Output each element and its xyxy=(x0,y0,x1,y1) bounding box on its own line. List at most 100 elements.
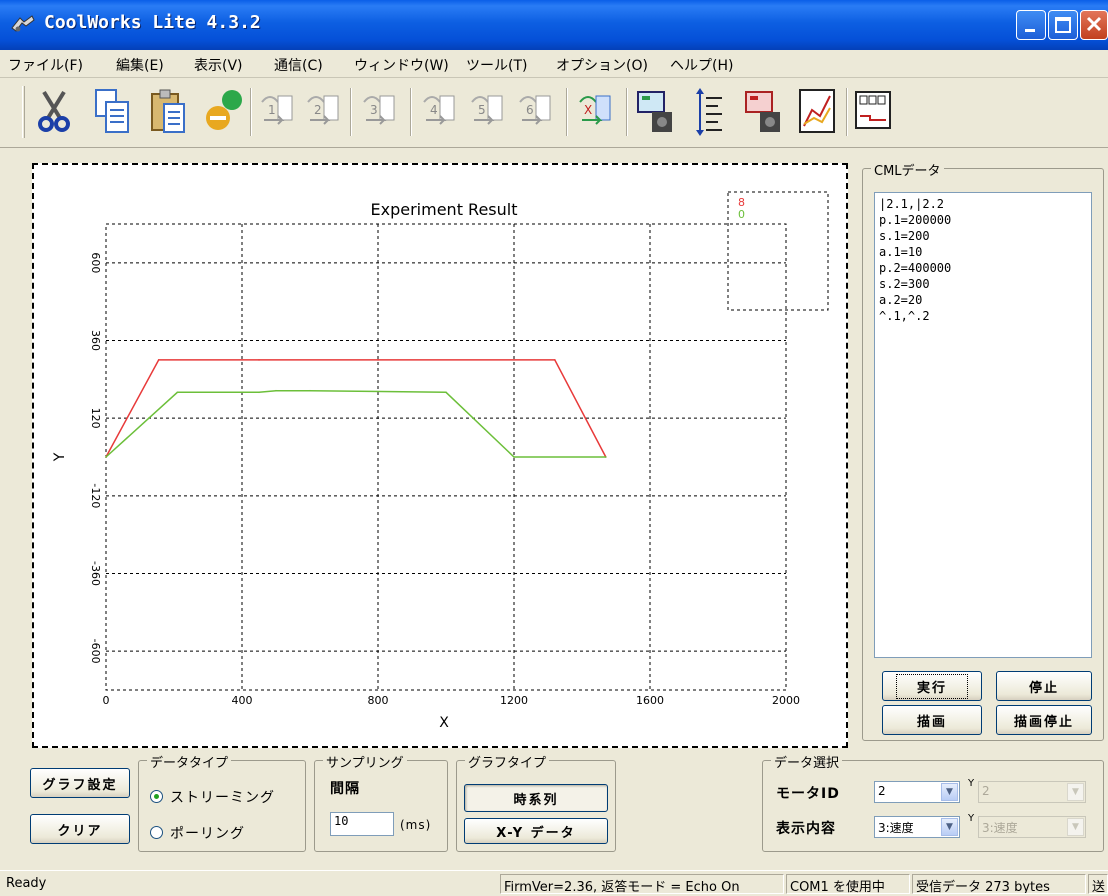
motor-run-icon xyxy=(745,91,780,132)
menu-window[interactable]: ウィンドウ(W) xyxy=(354,58,449,74)
graph-button[interactable] xyxy=(796,86,840,138)
minimize-icon xyxy=(1025,29,1035,32)
macro-6-button[interactable]: 6 xyxy=(514,86,558,138)
svg-text:X: X xyxy=(584,103,592,117)
macro-1-button[interactable]: 1 xyxy=(256,86,300,138)
draw-stop-button[interactable]: 描画停止 xyxy=(996,705,1092,735)
copy-button[interactable] xyxy=(92,86,136,138)
title-bar[interactable]: CoolWorks Lite 4.3.2 xyxy=(0,0,1108,50)
chart-panel: 0 400 800 1200 1600 2000 -600 -360 -120 120 360 600… xyxy=(32,163,848,748)
x-tick-label: 1200 xyxy=(500,694,528,707)
status-bar: Ready FirmVer=2.36, 返答モード = Echo On COM1… xyxy=(0,870,1108,896)
interval-label: 間隔 xyxy=(330,781,360,797)
series-point-0 xyxy=(309,389,311,392)
maximize-button[interactable] xyxy=(1048,10,1078,40)
motor-id-select[interactable]: 2 ▼ xyxy=(874,781,960,803)
cut-icon xyxy=(38,90,70,132)
macro-2-icon: 2 xyxy=(307,95,339,125)
toolbar-separator xyxy=(846,88,848,136)
menu-file[interactable]: ファイル(F) xyxy=(8,58,83,74)
legend-series-0: 0 xyxy=(738,208,745,221)
paste-button[interactable] xyxy=(148,86,192,138)
cml-group: CMLデータ xyxy=(862,160,1104,741)
menu-options[interactable]: オプション(O) xyxy=(556,58,648,74)
svg-text:3: 3 xyxy=(370,103,378,117)
y-tick-label: -360 xyxy=(89,561,102,586)
status-received: 受信データ 273 bytes xyxy=(912,874,1086,894)
layout-icon xyxy=(855,91,891,129)
minimize-button[interactable] xyxy=(1016,10,1046,40)
y-motor-label: Y xyxy=(968,778,975,789)
x-axis-label: X xyxy=(439,715,449,731)
timeseries-button[interactable]: 時系列 xyxy=(464,784,608,812)
graph-type-group: グラフタイプ xyxy=(456,752,616,852)
x-tick-label: 0 xyxy=(103,694,110,707)
macro-4-button[interactable]: 4 xyxy=(418,86,462,138)
macro-x-icon: X xyxy=(579,95,611,125)
motor-config-button[interactable] xyxy=(634,86,678,138)
series-point-0 xyxy=(105,456,107,458)
data-select-title: データ選択 xyxy=(771,752,843,771)
layout-button[interactable] xyxy=(852,86,896,138)
connect-button[interactable] xyxy=(200,86,244,138)
menu-bar: ファイル(F) 編集(E) 表示(V) 通信(C) ウィンドウ(W) ツール(T… xyxy=(0,50,1108,78)
macro-5-icon: 5 xyxy=(471,95,503,125)
streaming-radio[interactable] xyxy=(150,790,163,803)
cut-button[interactable] xyxy=(34,86,78,138)
series-point-8 xyxy=(377,359,379,361)
draw-button[interactable]: 描画 xyxy=(882,705,982,735)
series-line-0 xyxy=(105,389,606,458)
display-content-label: 表示内容 xyxy=(776,821,836,837)
series-point-0 xyxy=(258,391,260,394)
close-button[interactable] xyxy=(1080,10,1108,40)
macro-3-icon: 3 xyxy=(363,95,395,125)
chevron-down-icon: ▼ xyxy=(1067,818,1084,836)
x-tick-label: 400 xyxy=(232,694,253,707)
list-indent-button[interactable] xyxy=(688,86,732,138)
macro-5-button[interactable]: 5 xyxy=(466,86,510,138)
chart-title: Experiment Result xyxy=(371,200,518,219)
window-title: CoolWorks Lite 4.3.2 xyxy=(44,12,261,33)
menu-help[interactable]: ヘルプ(H) xyxy=(670,58,734,74)
data-type-group: データタイプ xyxy=(138,752,306,852)
interval-unit: (ms) xyxy=(400,818,432,832)
menu-edit[interactable]: 編集(E) xyxy=(116,58,164,74)
macro-1-icon: 1 xyxy=(261,95,293,125)
series-point-0 xyxy=(445,391,447,394)
polling-radio[interactable] xyxy=(150,826,163,839)
toolbar-grip[interactable] xyxy=(22,86,25,138)
clear-button[interactable]: クリア xyxy=(30,814,130,844)
xy-data-button[interactable]: X-Y データ xyxy=(464,818,608,844)
stop-button[interactable]: 停止 xyxy=(996,671,1092,701)
menu-view[interactable]: 表示(V) xyxy=(194,58,243,74)
menu-comm[interactable]: 通信(C) xyxy=(274,58,323,74)
maximize-icon xyxy=(1055,17,1071,33)
chevron-down-icon: ▼ xyxy=(1067,783,1084,801)
y-display-content-select[interactable]: 3:速度 ▼ xyxy=(978,816,1086,838)
motor-run-button[interactable] xyxy=(742,86,786,138)
graph-settings-button[interactable]: グラフ設定 xyxy=(30,768,130,798)
data-select-group: データ選択 xyxy=(762,752,1104,852)
y-tick-label: 120 xyxy=(89,408,102,429)
interval-input[interactable]: 10 xyxy=(330,812,394,836)
y-tick-label: -600 xyxy=(89,639,102,664)
sampling-group: サンプリング xyxy=(314,752,448,852)
data-type-title: データタイプ xyxy=(147,752,232,771)
y-tick-label: 600 xyxy=(89,252,102,273)
cml-textarea[interactable]: |2.1,|2.2 p.1=200000 s.1=200 a.1=10 p.2=… xyxy=(874,192,1092,658)
y-motor-id-select[interactable]: 2 ▼ xyxy=(978,781,1086,803)
graph-icon xyxy=(799,89,835,133)
close-icon xyxy=(1086,16,1102,32)
macro-2-button[interactable]: 2 xyxy=(302,86,346,138)
macro-3-button[interactable]: 3 xyxy=(358,86,402,138)
motor-id-label: モータID xyxy=(776,786,840,802)
list-indent-icon xyxy=(696,88,722,136)
macro-x-button[interactable]: X xyxy=(574,86,618,138)
run-button[interactable]: 実行 xyxy=(882,671,982,701)
display-content-select[interactable]: 3:速度 ▼ xyxy=(874,816,960,838)
x-tick-label: 800 xyxy=(368,694,389,707)
series-point-0 xyxy=(176,391,179,394)
menu-tools[interactable]: ツール(T) xyxy=(466,58,528,74)
series-line-8 xyxy=(105,359,607,458)
macro-4-icon: 4 xyxy=(423,95,455,125)
